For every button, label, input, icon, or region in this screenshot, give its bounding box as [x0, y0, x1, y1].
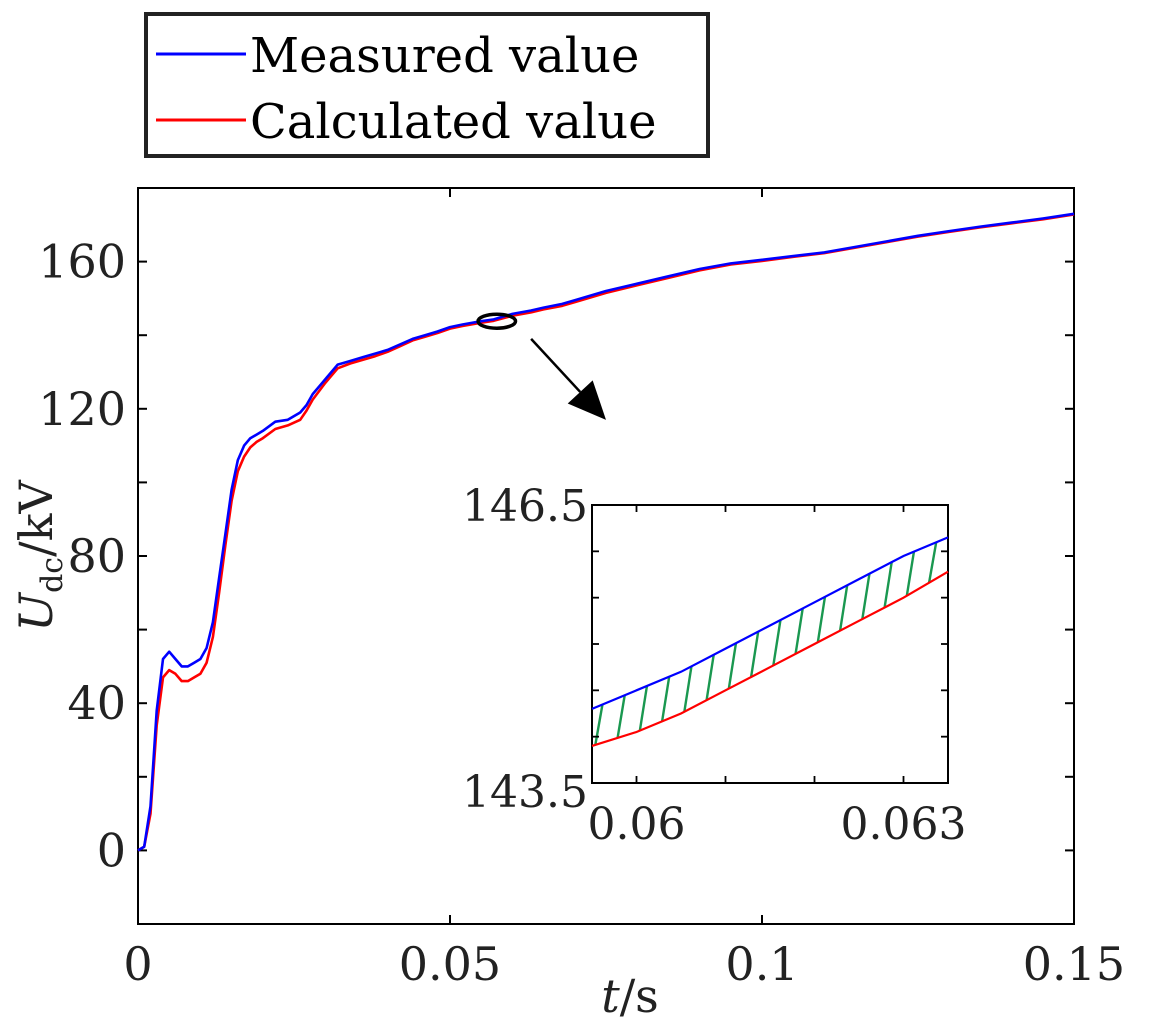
inset-hatch-line [594, 704, 604, 746]
y-tick-label: 0 [97, 823, 126, 877]
inset-hatch [594, 542, 938, 746]
inset-hatch-line [616, 695, 626, 739]
measured-line [137, 212, 1075, 852]
y-tick-label: 80 [67, 529, 126, 583]
x-tick-label: 0 [123, 937, 152, 991]
legend-box [144, 12, 710, 158]
legend-label-measured: Measured value [250, 28, 639, 84]
inset-series [591, 536, 949, 747]
inset-hatch-line [905, 551, 916, 596]
x-tick-label: 0.15 [1023, 937, 1125, 991]
y-tick-label: 120 [38, 382, 126, 436]
inset-x-tick-label-left: 0.06 [588, 799, 686, 850]
inset-hatch-line [861, 573, 871, 620]
y-tick-label: 160 [38, 235, 126, 289]
inset-axes: 146.5 143.50.06 0.063 [462, 481, 966, 850]
x-tick-label: 0.1 [725, 937, 798, 991]
inset-hatch-line [683, 666, 693, 712]
inset-hatch-line [638, 685, 649, 731]
y-axis-title-var: U [9, 591, 63, 632]
inset-ticks [591, 504, 948, 784]
inset-hatch-line [660, 676, 671, 722]
inset-hatch-line [749, 631, 760, 678]
inset-measured-line [591, 536, 949, 710]
y-axis-title-unit: /kV [9, 480, 63, 557]
inset-calculated-line [591, 570, 949, 747]
zoom-annotation [476, 312, 606, 420]
y-axis-title: Udc/kV [9, 480, 70, 632]
inset-hatch-line [883, 561, 893, 608]
legend-label-calculated: Calculated value [250, 94, 657, 150]
main-ticks [137, 187, 1075, 925]
legend: Measured value Calculated value [144, 12, 710, 158]
main-series [137, 212, 1075, 852]
inset-y-tick-label-top: 146.5 [462, 481, 588, 532]
x-axis-title-unit: /s [620, 969, 659, 1023]
inset-hatch-line [927, 542, 938, 583]
inset-tick-labels: 146.5 143.50.06 0.063 [462, 481, 966, 850]
zoom-ellipse [476, 312, 518, 330]
inset-hatch-line [772, 619, 782, 666]
inset-hatch-line [838, 585, 849, 631]
inset-hatch-line [816, 596, 827, 643]
x-axis-title-var: t [601, 969, 620, 1023]
inset-hatch-line [727, 643, 738, 689]
inset-hatch-line [705, 654, 715, 701]
inset-x-tick-label-right: 0.063 [841, 799, 967, 850]
inset-hatch-line [794, 608, 804, 655]
y-tick-label: 40 [67, 676, 126, 730]
inset-frame [591, 504, 949, 784]
y-axis-title-sub: dc [35, 557, 70, 593]
svg-text:Udc/kV: Udc/kV [9, 480, 70, 632]
zoom-arrow-head [567, 380, 606, 420]
main-axes: 0 0.05 0.1 0.15 0 40 80 120 160 [38, 187, 1125, 991]
inset-y-tick-label-bottom: 143.5 [462, 767, 588, 818]
zoom-arrow-line [530, 338, 582, 393]
x-axis-title: t/s [601, 969, 659, 1023]
main-tick-labels: 0 0.05 0.1 0.15 0 40 80 120 160 [38, 235, 1125, 991]
x-tick-label: 0.05 [399, 937, 501, 991]
